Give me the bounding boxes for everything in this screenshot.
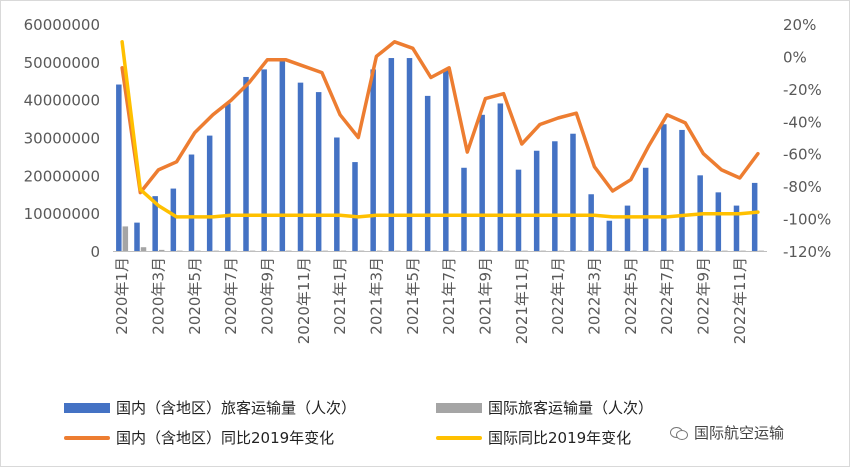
bar-domestic xyxy=(352,162,358,251)
legend-swatch-domestic-bar xyxy=(64,402,110,413)
bar-domestic xyxy=(497,103,504,251)
x-tick-label: 2022年11月 xyxy=(731,257,749,344)
y-right-tick-label: -20% xyxy=(783,81,822,99)
x-tick-label: 2022年1月 xyxy=(549,257,567,335)
y-left-tick-label: 40000000 xyxy=(24,92,100,110)
y-left-tick-label: 50000000 xyxy=(24,54,100,72)
x-tick-label: 2022年5月 xyxy=(622,257,640,335)
bar-domestic xyxy=(170,188,177,251)
x-tick-label: 2020年7月 xyxy=(222,257,240,335)
bar-domestic xyxy=(479,114,485,251)
bar-domestic xyxy=(188,154,195,251)
bar-intl xyxy=(122,226,129,251)
y-left-tick-label: 20000000 xyxy=(24,167,100,185)
bar-domestic xyxy=(515,169,522,251)
bar-domestic xyxy=(443,69,449,252)
bar-domestic xyxy=(206,135,213,251)
bar-domestic xyxy=(461,167,467,251)
x-tick-label: 2021年1月 xyxy=(331,257,349,335)
y-right-tick-label: -80% xyxy=(783,178,822,196)
x-tick-label: 2021年11月 xyxy=(513,257,531,344)
x-tick-label: 2021年9月 xyxy=(476,257,494,335)
y-right-tick-label: -100% xyxy=(783,211,831,229)
legend-label-domestic-line: 国内（含地区）同比2019年变化 xyxy=(116,429,335,447)
x-tick-label: 2020年11月 xyxy=(295,257,313,344)
y-right-tick-label: 20% xyxy=(783,16,816,34)
y-right-tick-label: -40% xyxy=(783,113,822,131)
bar-domestic xyxy=(261,69,267,252)
legend-swatch-intl-bar xyxy=(436,402,482,413)
bar-domestic xyxy=(552,141,558,251)
bar-domestic xyxy=(315,92,322,251)
bar-intl xyxy=(158,249,165,251)
bar-domestic xyxy=(733,205,740,251)
x-tick-label: 2021年3月 xyxy=(367,257,385,335)
legend-swatch-intl-line xyxy=(436,435,482,440)
bar-intl xyxy=(140,247,147,251)
bar-domestic xyxy=(334,137,340,251)
y-left-tick-label: 0 xyxy=(90,243,100,261)
watermark-text: 国际航空运输 xyxy=(694,424,785,442)
x-tick-label: 2021年7月 xyxy=(440,257,458,335)
bar-domestic xyxy=(570,133,576,251)
bar-domestic xyxy=(588,194,594,251)
x-tick-label: 2020年3月 xyxy=(149,257,167,335)
x-tick-label: 2020年1月 xyxy=(113,257,131,335)
line-domestic-yoy xyxy=(120,40,760,195)
bar-domestic xyxy=(642,167,649,251)
legend-item-intl-bar: 国际旅客运输量（人次） xyxy=(436,397,653,418)
y-right-tick-label: -120% xyxy=(783,243,831,261)
bar-domestic xyxy=(533,150,540,251)
bar-domestic xyxy=(225,103,231,251)
bar-domestic xyxy=(388,58,395,251)
legend-swatch-domestic-line xyxy=(64,435,110,440)
y-left-tick-label: 60000000 xyxy=(24,16,100,34)
x-tick-label: 2020年5月 xyxy=(186,257,204,335)
bar-domestic xyxy=(624,205,631,251)
y-left-tick-label: 10000000 xyxy=(24,205,100,223)
bar-domestic xyxy=(751,182,758,251)
wechat-icon xyxy=(670,426,688,440)
bar-domestic xyxy=(279,59,286,251)
legend-label-intl-bar: 国际旅客运输量（人次） xyxy=(488,399,654,417)
bar-domestic xyxy=(424,95,431,251)
legend-label-intl-line: 国际同比2019年变化 xyxy=(488,429,632,447)
x-tick-label: 2022年7月 xyxy=(658,257,676,335)
bar-domestic xyxy=(661,124,667,251)
bar-domestic xyxy=(370,69,376,252)
bar-domestic xyxy=(152,196,158,251)
bar-domestic xyxy=(116,84,122,252)
x-tick-label: 2022年3月 xyxy=(585,257,603,335)
legend-item-domestic-bar: 国内（含地区）旅客运输量（人次） xyxy=(64,397,356,418)
legend-item-intl-line: 国际同比2019年变化 xyxy=(436,427,631,448)
bar-domestic xyxy=(406,58,413,251)
y-right-tick-label: -60% xyxy=(783,146,822,164)
x-tick-label: 2020年9月 xyxy=(258,257,276,335)
bar-domestic xyxy=(715,192,722,251)
bar-domestic xyxy=(606,220,613,251)
y-right-tick-label: 0% xyxy=(783,48,807,66)
bar-domestic xyxy=(679,129,685,251)
watermark: 国际航空运输 xyxy=(670,422,784,443)
bar-domestic xyxy=(243,76,249,251)
bar-domestic xyxy=(297,82,304,252)
x-tick-label: 2021年5月 xyxy=(404,257,422,335)
legend-label-domestic-bar: 国内（含地区）旅客运输量（人次） xyxy=(116,399,357,417)
y-left-tick-label: 30000000 xyxy=(24,130,100,148)
bar-domestic xyxy=(134,222,140,251)
legend-item-domestic-line: 国内（含地区）同比2019年变化 xyxy=(64,427,334,448)
line-intl-yoy xyxy=(120,40,760,219)
x-tick-label: 2022年9月 xyxy=(694,257,712,335)
